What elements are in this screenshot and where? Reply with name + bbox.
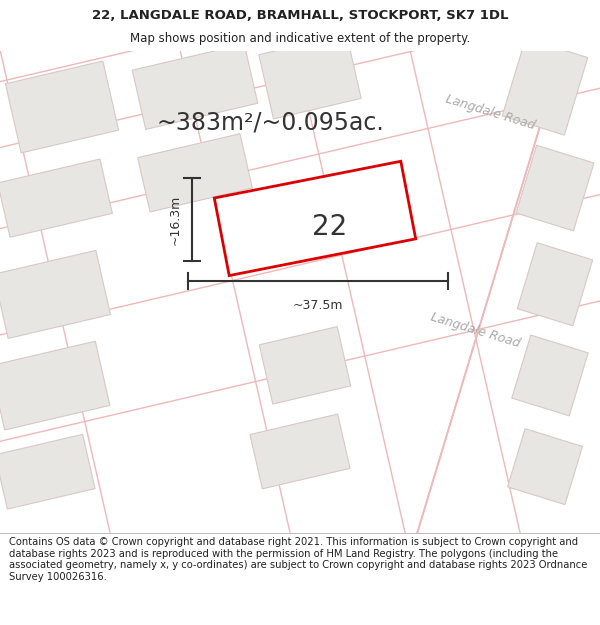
Text: Contains OS data © Crown copyright and database right 2021. This information is : Contains OS data © Crown copyright and d… (9, 537, 587, 582)
Text: Langdale Road: Langdale Road (443, 92, 536, 132)
Text: 22, LANGDALE ROAD, BRAMHALL, STOCKPORT, SK7 1DL: 22, LANGDALE ROAD, BRAMHALL, STOCKPORT, … (92, 9, 508, 22)
Text: ~37.5m: ~37.5m (293, 299, 343, 312)
Polygon shape (259, 327, 351, 404)
Polygon shape (512, 335, 588, 416)
Polygon shape (0, 341, 110, 430)
Polygon shape (250, 414, 350, 489)
Polygon shape (259, 34, 361, 119)
Text: ~16.3m: ~16.3m (169, 194, 182, 244)
Polygon shape (516, 145, 594, 231)
Polygon shape (502, 38, 588, 135)
Polygon shape (0, 251, 110, 339)
Polygon shape (517, 242, 593, 326)
Text: 22: 22 (313, 213, 347, 241)
Text: ~383m²/~0.095ac.: ~383m²/~0.095ac. (156, 110, 384, 134)
Polygon shape (0, 159, 112, 238)
Polygon shape (5, 61, 119, 153)
Polygon shape (132, 44, 258, 129)
Text: Langdale Road: Langdale Road (428, 310, 521, 349)
Polygon shape (214, 161, 416, 276)
Text: Map shows position and indicative extent of the property.: Map shows position and indicative extent… (130, 32, 470, 45)
Polygon shape (508, 429, 583, 504)
Polygon shape (0, 434, 95, 509)
Polygon shape (137, 134, 253, 212)
